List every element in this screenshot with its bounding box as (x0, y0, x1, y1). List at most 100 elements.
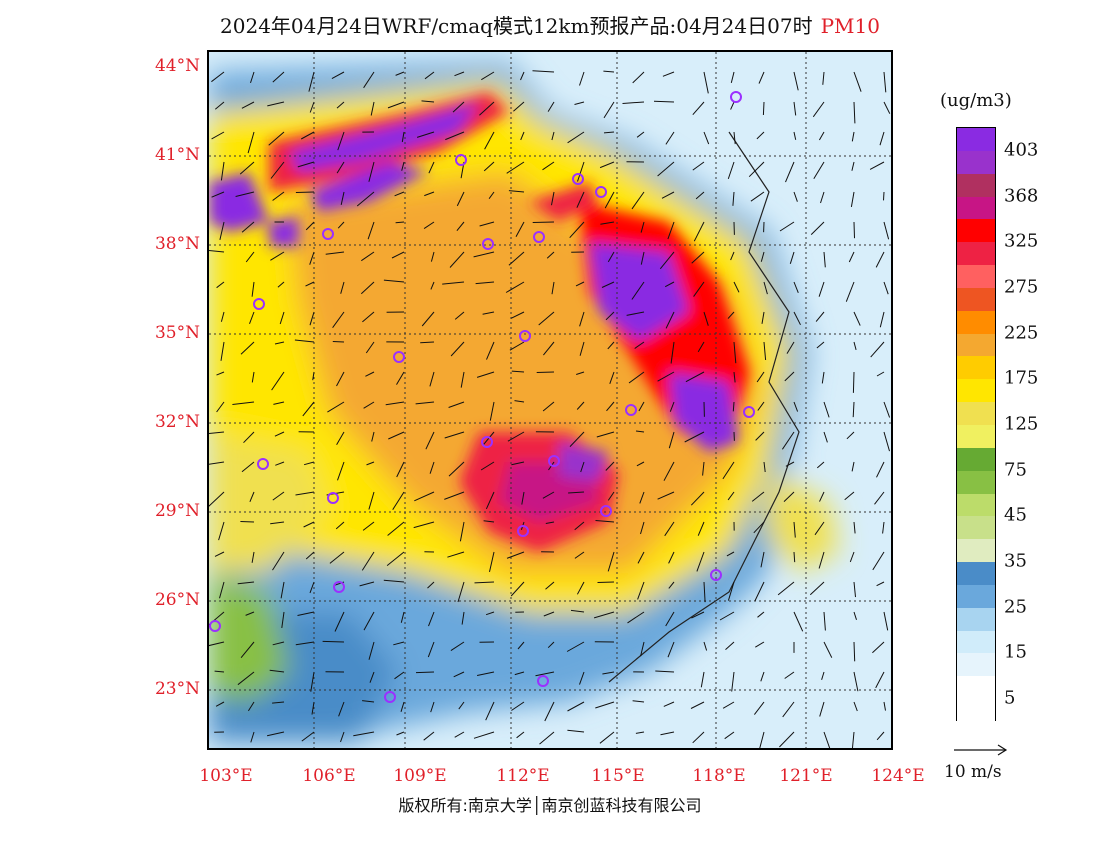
wind-arrow (427, 581, 435, 589)
city-marker-icon (322, 228, 334, 240)
wind-arrow (325, 251, 345, 255)
wind-arrow (812, 101, 825, 118)
wind-arrow (763, 281, 768, 295)
wind-arrow (631, 281, 645, 300)
wind-arrow (823, 611, 826, 631)
wind-arrow (823, 401, 830, 418)
wind-arrow (430, 701, 435, 713)
wind-arrow (214, 670, 225, 673)
wind-arrow (450, 641, 465, 652)
city-marker-icon (537, 675, 549, 687)
colorbar-segment (957, 402, 995, 425)
wind-arrow (458, 701, 465, 710)
wind-arrow (511, 311, 525, 319)
wind-arrow (475, 281, 495, 285)
colorbar-segment (957, 356, 995, 380)
wind-arrow (726, 551, 735, 557)
city-marker-icon (333, 581, 345, 593)
wind-arrow (444, 431, 465, 439)
wind-arrow (211, 71, 225, 83)
wind-arrow (216, 281, 225, 289)
wind-arrow (872, 551, 885, 571)
wind-arrow (247, 131, 255, 154)
wind-arrow (756, 371, 765, 383)
wind-arrow (813, 161, 825, 180)
city-marker-icon (384, 691, 396, 703)
wind-arrow (727, 311, 735, 319)
wind-arrow (250, 731, 255, 743)
colorbar-segment (957, 265, 995, 288)
wind-arrow (211, 131, 225, 140)
colorbar-segment (957, 333, 995, 357)
wind-arrow (366, 461, 375, 466)
wind-arrow (486, 341, 495, 360)
colorbar-segment (957, 150, 995, 174)
wind-arrow (214, 101, 225, 110)
wind-arrow (595, 520, 615, 523)
colorbar-segment (957, 447, 995, 471)
wind-arrow (295, 191, 315, 193)
wind-arrow (636, 131, 645, 138)
wind-arrow (270, 251, 285, 261)
wind-arrow (337, 461, 345, 481)
wind-arrow (245, 611, 255, 616)
wind-arrow (334, 611, 345, 632)
pm10-forecast-map (207, 50, 893, 750)
wind-arrow (692, 101, 705, 116)
wind-arrow (579, 671, 585, 685)
colorbar-label: 368 (1004, 185, 1039, 207)
wind-arrow (785, 161, 795, 183)
wind-arrow (388, 431, 405, 440)
wind-arrow (876, 731, 885, 741)
wind-arrow (875, 251, 885, 268)
wind-arrow (209, 431, 225, 434)
wind-arrow (239, 161, 255, 175)
wind-arrow (514, 400, 525, 403)
wind-arrow (848, 251, 855, 263)
wind-arrow (303, 461, 315, 466)
wind-arrow (727, 161, 735, 180)
wind-arrow (546, 251, 555, 259)
wind-arrow (693, 221, 705, 242)
colorbar-label: 275 (1004, 276, 1039, 298)
wind-arrow (696, 551, 705, 572)
city-marker-icon (209, 620, 221, 632)
wind-arrow (733, 281, 740, 293)
city-marker-icon (548, 455, 560, 467)
wind-arrow (876, 371, 885, 377)
city-marker-icon (481, 436, 493, 448)
colorbar-segment (957, 584, 995, 608)
wind-arrow (335, 521, 345, 530)
wind-arrow (692, 161, 705, 171)
wind-arrow (852, 401, 855, 418)
wind-arrow (600, 221, 615, 225)
wind-arrow (883, 611, 889, 631)
wind-arrow (605, 311, 615, 321)
wind-arrow (479, 101, 495, 116)
wind-arrow (249, 311, 255, 324)
wind-arrow (850, 191, 855, 207)
wind-arrow (309, 311, 315, 326)
wind-arrow (368, 641, 375, 660)
wind-arrow (784, 671, 795, 679)
wind-arrow (520, 131, 525, 141)
wind-arrow (275, 461, 285, 466)
wind-arrow (596, 431, 615, 438)
wind-arrow (545, 521, 555, 524)
wind-arrow (270, 161, 285, 179)
wind-arrow (719, 611, 735, 621)
wind-arrow (603, 101, 615, 119)
wind-arrow (485, 491, 495, 510)
wind-arrow (872, 641, 885, 654)
wind-arrow (209, 491, 225, 507)
wind-arrow (215, 701, 225, 707)
wind-arrow (669, 401, 675, 412)
wind-arrow (603, 70, 615, 73)
colorbar-segment (957, 699, 995, 722)
wind-arrow (385, 401, 405, 406)
wind-arrow (521, 491, 525, 505)
wind-arrow (295, 641, 315, 646)
wind-arrow (702, 461, 705, 476)
wind-arrow (430, 281, 435, 290)
wind-arrow (308, 71, 315, 92)
